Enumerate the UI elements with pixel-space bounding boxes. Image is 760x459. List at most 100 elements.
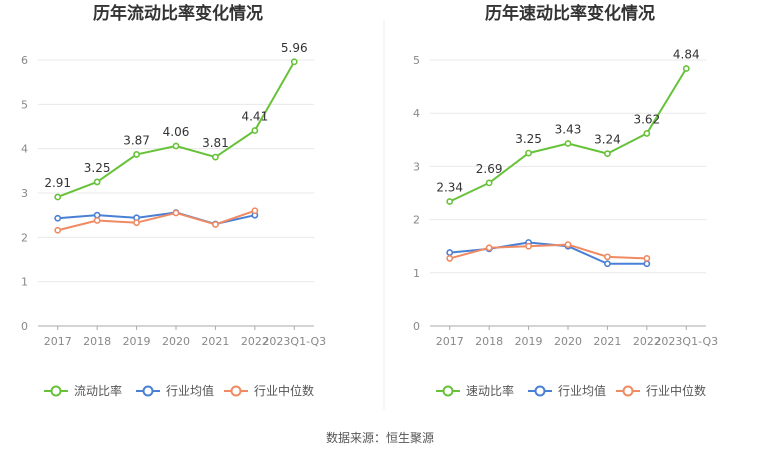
data-label: 3.25 (515, 132, 542, 146)
legend-swatch-marker (50, 385, 62, 397)
x-tick-label: 2019 (515, 335, 543, 348)
data-point[interactable] (604, 150, 611, 158)
x-tick-label: 2018 (475, 335, 503, 348)
data-point[interactable] (525, 149, 532, 157)
data-point[interactable] (172, 209, 180, 217)
x-tick-label: 2020 (162, 335, 190, 348)
series-line (57, 209, 256, 232)
data-label: 5.96 (281, 41, 308, 55)
data-point[interactable] (290, 58, 298, 66)
data-point[interactable] (212, 221, 219, 228)
data-point[interactable] (54, 214, 62, 222)
data-point[interactable] (604, 260, 611, 268)
x-tick-label: 2021 (201, 335, 229, 348)
legend-item-main[interactable]: 速动比率 (436, 383, 514, 398)
x-tick-label: 2022 (633, 335, 661, 348)
data-point[interactable] (54, 193, 62, 201)
data-label: 4.06 (163, 125, 190, 139)
data-point[interactable] (446, 255, 454, 262)
data-point[interactable] (93, 217, 101, 224)
legend-item-median[interactable]: 行业中位数 (224, 383, 314, 398)
data-point[interactable] (604, 253, 611, 261)
data-point[interactable] (54, 226, 62, 234)
data-point[interactable] (133, 151, 140, 158)
x-tick-label: 2020 (554, 335, 582, 348)
legend-item-avg[interactable]: 行业均值 (136, 383, 214, 398)
legend-label: 行业中位数 (646, 383, 706, 398)
data-point[interactable] (485, 244, 493, 252)
data-label: 3.81 (202, 136, 229, 150)
y-tick-label: 1 (21, 276, 28, 289)
x-tick-label: 2023Q1-Q3 (654, 335, 718, 348)
data-point[interactable] (251, 127, 259, 134)
data-point[interactable] (446, 249, 454, 256)
data-label: 2.34 (436, 181, 463, 195)
data-point[interactable] (172, 142, 180, 150)
data-point[interactable] (93, 178, 101, 186)
data-point[interactable] (133, 219, 140, 227)
chart-title: 历年速动比率变化情况 (485, 3, 655, 24)
legend-item-median[interactable]: 行业中位数 (616, 383, 706, 398)
legend-label: 行业中位数 (254, 383, 314, 398)
y-tick-label: 3 (21, 187, 28, 200)
series-median (446, 241, 651, 262)
legend-swatch-marker (622, 385, 634, 397)
data-point[interactable] (485, 179, 493, 187)
x-tick-label: 2019 (123, 335, 151, 348)
series-main: 2.91 3.25 3.87 4.06 3.81 4.41 5.96 (44, 41, 308, 201)
legend-swatch-marker (442, 385, 454, 397)
data-point[interactable] (446, 198, 454, 205)
legend-label: 行业均值 (558, 383, 606, 398)
y-tick-label: 5 (413, 54, 420, 67)
data-label: 4.84 (673, 48, 700, 62)
data-label: 2.91 (44, 176, 71, 190)
legend-swatch-marker (534, 385, 546, 397)
legend-label: 速动比率 (466, 383, 514, 398)
legend-swatch-marker (142, 385, 154, 397)
y-tick-label: 4 (413, 107, 420, 120)
x-tick-label: 2021 (593, 335, 621, 348)
data-label: 4.41 (241, 109, 268, 123)
x-tick-label: 2017 (436, 335, 464, 348)
data-point[interactable] (682, 65, 690, 72)
series-avg (446, 239, 651, 268)
data-label: 3.25 (84, 161, 111, 175)
current-ratio-chart: 历年流动比率变化情况 0 1 2 3 4 5 6 2017 2018 2019 2020 2021 202… (21, 3, 326, 398)
data-label: 2.69 (476, 162, 503, 176)
y-tick-label: 2 (413, 214, 420, 227)
data-label: 3.24 (594, 133, 621, 147)
data-point[interactable] (525, 242, 532, 250)
y-tick-label: 1 (413, 267, 420, 280)
x-tick-label: 2022 (241, 335, 269, 348)
chart-title: 历年流动比率变化情况 (93, 3, 263, 24)
x-tick-label: 2017 (44, 335, 72, 348)
legend-swatch-marker (230, 385, 242, 397)
y-tick-label: 6 (21, 54, 28, 67)
data-point[interactable] (643, 260, 651, 268)
series-line (449, 243, 647, 260)
y-tick-label: 5 (21, 98, 28, 111)
y-tick-label: 2 (21, 231, 28, 244)
data-point[interactable] (643, 130, 651, 137)
data-label: 3.62 (633, 112, 660, 126)
data-point[interactable] (643, 255, 651, 262)
data-point[interactable] (93, 211, 101, 219)
y-tick-label: 0 (413, 320, 420, 333)
y-tick-label: 0 (21, 320, 28, 333)
x-tick-label: 2023Q1-Q3 (262, 335, 326, 348)
series-main: 2.34 2.69 3.25 3.43 3.24 3.62 4.84 (436, 48, 700, 205)
y-tick-label: 3 (413, 160, 420, 173)
data-point[interactable] (212, 153, 219, 161)
x-tick-label: 2018 (83, 335, 111, 348)
source-note: 数据来源：恒生聚源 (326, 430, 434, 445)
quick-ratio-chart: 历年速动比率变化情况 0 1 2 3 4 5 2017 2018 2019 2020 2021 2022… (413, 3, 718, 398)
legend-item-avg[interactable]: 行业均值 (528, 383, 606, 398)
data-point[interactable] (251, 207, 259, 215)
data-point[interactable] (564, 140, 572, 147)
legend-item-main[interactable]: 流动比率 (44, 383, 122, 398)
series-median (54, 207, 259, 234)
data-point[interactable] (564, 241, 572, 249)
legend-label: 行业均值 (166, 383, 214, 398)
